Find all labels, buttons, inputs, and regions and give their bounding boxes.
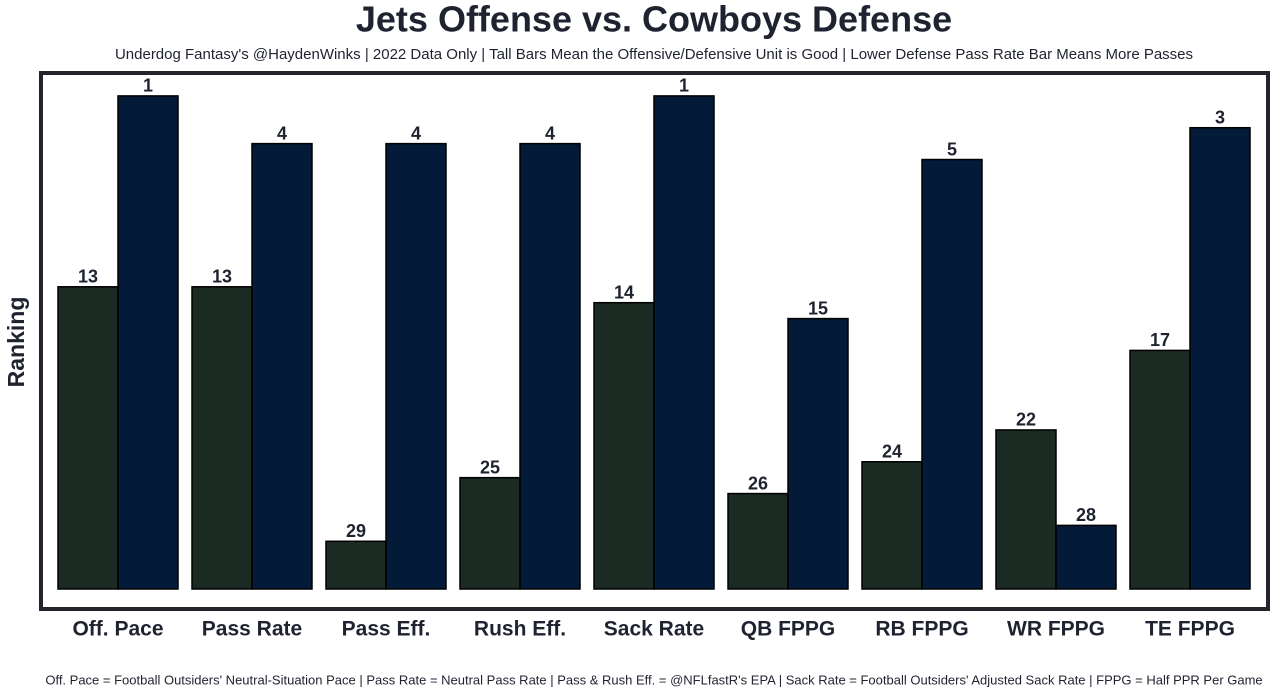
value-label: 4: [545, 123, 555, 143]
bar: [921, 158, 983, 590]
bar: [727, 492, 789, 590]
value-label: 29: [346, 521, 366, 541]
value-label: 13: [212, 267, 232, 287]
value-label: 26: [748, 473, 768, 493]
footnote: Off. Pace = Football Outsiders' Neutral-…: [45, 672, 1262, 687]
x-tick-label: RB FPPG: [875, 618, 968, 641]
value-label: 4: [411, 123, 421, 143]
value-label: 25: [480, 457, 500, 477]
x-tick-label: Rush Eff.: [474, 618, 566, 641]
bar: [593, 301, 655, 590]
bar: [1055, 524, 1117, 590]
bar: [1129, 349, 1191, 590]
x-tick-label: Sack Rate: [604, 618, 704, 641]
x-tick-label: WR FPPG: [1007, 618, 1105, 641]
value-label: 15: [808, 298, 828, 318]
bar: [459, 476, 521, 590]
value-label: 4: [277, 123, 287, 143]
bar: [57, 286, 119, 590]
chart-subtitle: Underdog Fantasy's @HaydenWinks | 2022 D…: [115, 46, 1193, 63]
x-tick-label: Pass Rate: [202, 618, 302, 641]
x-tick-label: QB FPPG: [741, 618, 836, 641]
value-label: 1: [679, 76, 689, 96]
chart-title: Jets Offense vs. Cowboys Defense: [356, 0, 952, 40]
y-axis-label: Ranking: [3, 297, 29, 388]
bar: [325, 540, 387, 590]
value-label: 24: [882, 442, 902, 462]
bar: [1189, 126, 1251, 590]
bar: [191, 286, 253, 590]
value-label: 14: [614, 282, 634, 302]
bar: [117, 95, 179, 590]
value-label: 3: [1215, 107, 1225, 127]
value-label: 28: [1076, 505, 1096, 525]
x-tick-label: Off. Pace: [72, 618, 163, 641]
value-label: 5: [947, 139, 957, 159]
x-tick-label: Pass Eff.: [342, 618, 431, 641]
bar: [653, 95, 715, 590]
bar: [995, 429, 1057, 590]
value-label: 13: [78, 267, 98, 287]
x-tick-label: TE FPPG: [1145, 618, 1235, 641]
bar: [385, 142, 447, 590]
bar: [787, 317, 849, 590]
bar: [861, 461, 923, 590]
value-label: 22: [1016, 410, 1036, 430]
value-label: 1: [143, 76, 153, 96]
bar: [519, 142, 581, 590]
plot-frame: [39, 71, 1270, 611]
value-label: 17: [1150, 330, 1170, 350]
bar: [251, 142, 313, 590]
